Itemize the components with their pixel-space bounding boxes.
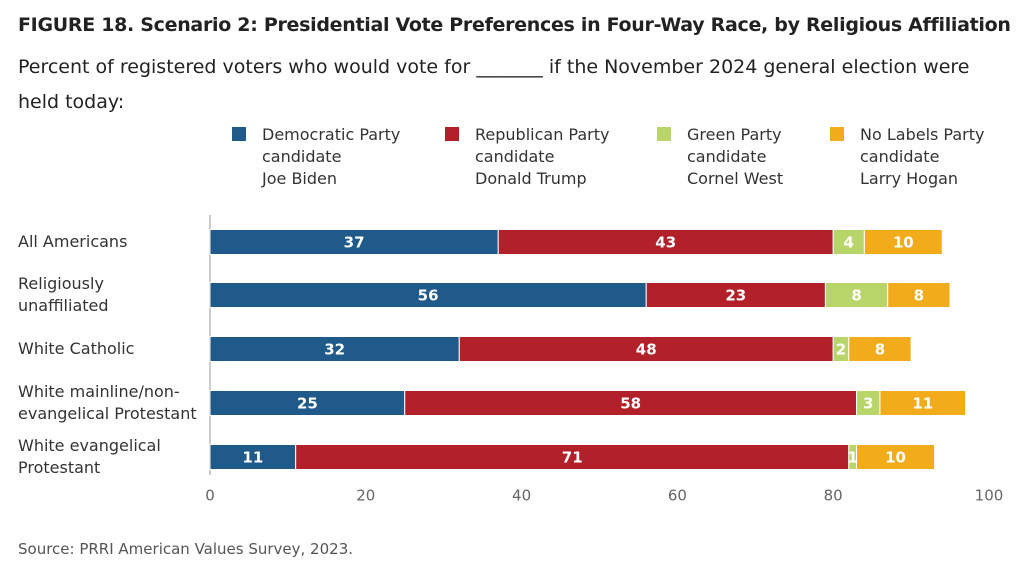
legend-label: Green Party candidate Cornel West (687, 125, 784, 188)
value-label: 8 (875, 341, 885, 359)
y-tick-label: All Americans (18, 232, 128, 251)
value-label: 10 (885, 449, 906, 467)
legend-swatch (830, 127, 844, 141)
legend-swatch (445, 127, 459, 141)
bar-segment (458, 336, 834, 362)
y-tick-label: White mainline/non- evangelical Protesta… (18, 382, 197, 423)
value-label: 32 (324, 341, 345, 359)
legend-swatch (232, 127, 246, 141)
value-label: 37 (344, 234, 365, 252)
value-label: 10 (893, 234, 914, 252)
legend-label: Democratic Party candidate Joe Biden (262, 125, 401, 188)
bar-segment (887, 282, 951, 308)
x-tick-label: 40 (512, 487, 531, 505)
bar-segment (295, 444, 850, 470)
y-tick-label: White evangelical Protestant (18, 436, 161, 477)
x-tick-label: 60 (668, 487, 687, 505)
source: Source: PRRI American Values Survey, 202… (18, 540, 354, 558)
bar-segment (863, 229, 943, 255)
value-label: 8 (851, 287, 861, 305)
bar-segment (856, 444, 935, 470)
value-label: 25 (297, 395, 318, 413)
x-tick-label: 20 (356, 487, 375, 505)
legend-swatch (657, 127, 671, 141)
bar-segment (848, 336, 912, 362)
legend-label: No Labels Party candidate Larry Hogan (860, 125, 985, 188)
value-label: 43 (655, 234, 676, 252)
value-label: 58 (620, 395, 641, 413)
value-label: 8 (914, 287, 924, 305)
value-label: 71 (562, 449, 583, 467)
chart-title: FIGURE 18. Scenario 2: Presidential Vote… (18, 14, 1011, 36)
bar-segment (209, 390, 406, 416)
bar-segment (824, 282, 889, 308)
bar-segment (645, 282, 826, 308)
value-label: 11 (242, 449, 263, 467)
x-tick-label: 80 (824, 487, 843, 505)
value-label: 2 (836, 341, 846, 359)
value-label: 1 (847, 449, 857, 467)
bar-segment (209, 336, 460, 362)
bar-segment (879, 390, 967, 416)
y-tick-label: White Catholic (18, 339, 135, 358)
value-label: 3 (863, 395, 873, 413)
bar-segment (209, 282, 647, 308)
legend-label: Republican Party candidate Donald Trump (475, 125, 610, 188)
y-tick-label: Religiously unaffiliated (18, 274, 109, 315)
bar-segment (832, 229, 865, 255)
x-tick-label: 100 (975, 487, 1004, 505)
value-label: 4 (844, 234, 854, 252)
bar-segment (209, 229, 499, 255)
value-label: 23 (725, 287, 746, 305)
bar-segment (209, 444, 297, 470)
value-label: 56 (418, 287, 439, 305)
value-label: 48 (636, 341, 657, 359)
bar-segment (497, 229, 834, 255)
value-label: 11 (912, 395, 933, 413)
chart-subtitle: Percent of registered voters who would v… (18, 56, 970, 113)
x-tick-label: 0 (205, 487, 215, 505)
bar-segment (404, 390, 858, 416)
